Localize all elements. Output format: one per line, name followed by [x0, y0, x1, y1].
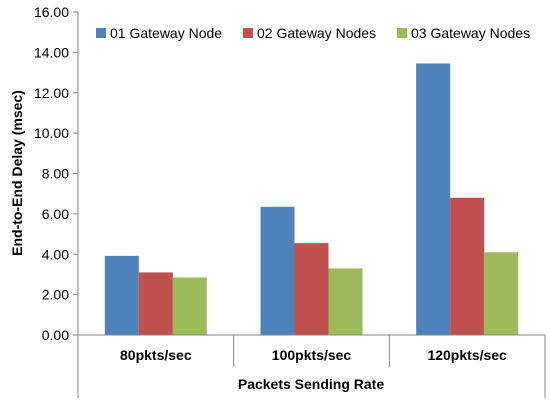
x-axis-categories: 80pkts/sec 100pkts/sec 120pkts/sec	[77, 335, 546, 398]
bar-series-2-category-3	[450, 197, 485, 335]
category-label-2: 120pkts/sec	[427, 347, 507, 363]
bar-series-1-category-3	[416, 63, 451, 336]
legend-swatch-series-2	[243, 28, 253, 38]
y-axis-title: End-to-End Delay (msec)	[9, 90, 25, 256]
y-axis-ticks: 0.00 2.00 4.00 6.00 8.00 10.00 12.00 14.00 16.00	[34, 4, 78, 343]
legend-label-series-3: 03 Gateway Nodes	[411, 25, 530, 41]
bar-series-1-category-1	[104, 255, 139, 335]
bar-series-2-category-2	[294, 243, 329, 335]
legend-swatch-series-1	[96, 28, 106, 38]
bar-series-1-category-2	[260, 206, 295, 335]
category-label-0: 80pkts/sec	[120, 347, 192, 363]
bar-series-3-category-1	[172, 277, 207, 335]
y-tick-label-2: 4.00	[42, 246, 69, 262]
y-tick-label-1: 2.00	[42, 287, 69, 303]
y-tick-label-0: 0.00	[42, 327, 69, 343]
y-tick-label-6: 12.00	[34, 85, 69, 101]
y-tick-label-7: 14.00	[34, 44, 69, 60]
x-axis-title: Packets Sending Rate	[238, 376, 384, 392]
bars-group	[104, 63, 519, 336]
y-tick-label-5: 10.00	[34, 125, 69, 141]
bar-series-3-category-2	[328, 268, 363, 335]
y-tick-label-3: 6.00	[42, 206, 69, 222]
y-tick-label-4: 8.00	[42, 166, 69, 182]
legend-label-series-1: 01 Gateway Node	[110, 25, 222, 41]
legend: 01 Gateway Node 02 Gateway Nodes 03 Gate…	[96, 25, 530, 41]
bar-series-2-category-1	[138, 272, 173, 335]
y-tick-label-8: 16.00	[34, 4, 69, 20]
legend-label-series-2: 02 Gateway Nodes	[257, 25, 376, 41]
bar-series-3-category-3	[484, 252, 519, 335]
legend-swatch-series-3	[397, 28, 407, 38]
category-label-1: 100pkts/sec	[272, 347, 352, 363]
